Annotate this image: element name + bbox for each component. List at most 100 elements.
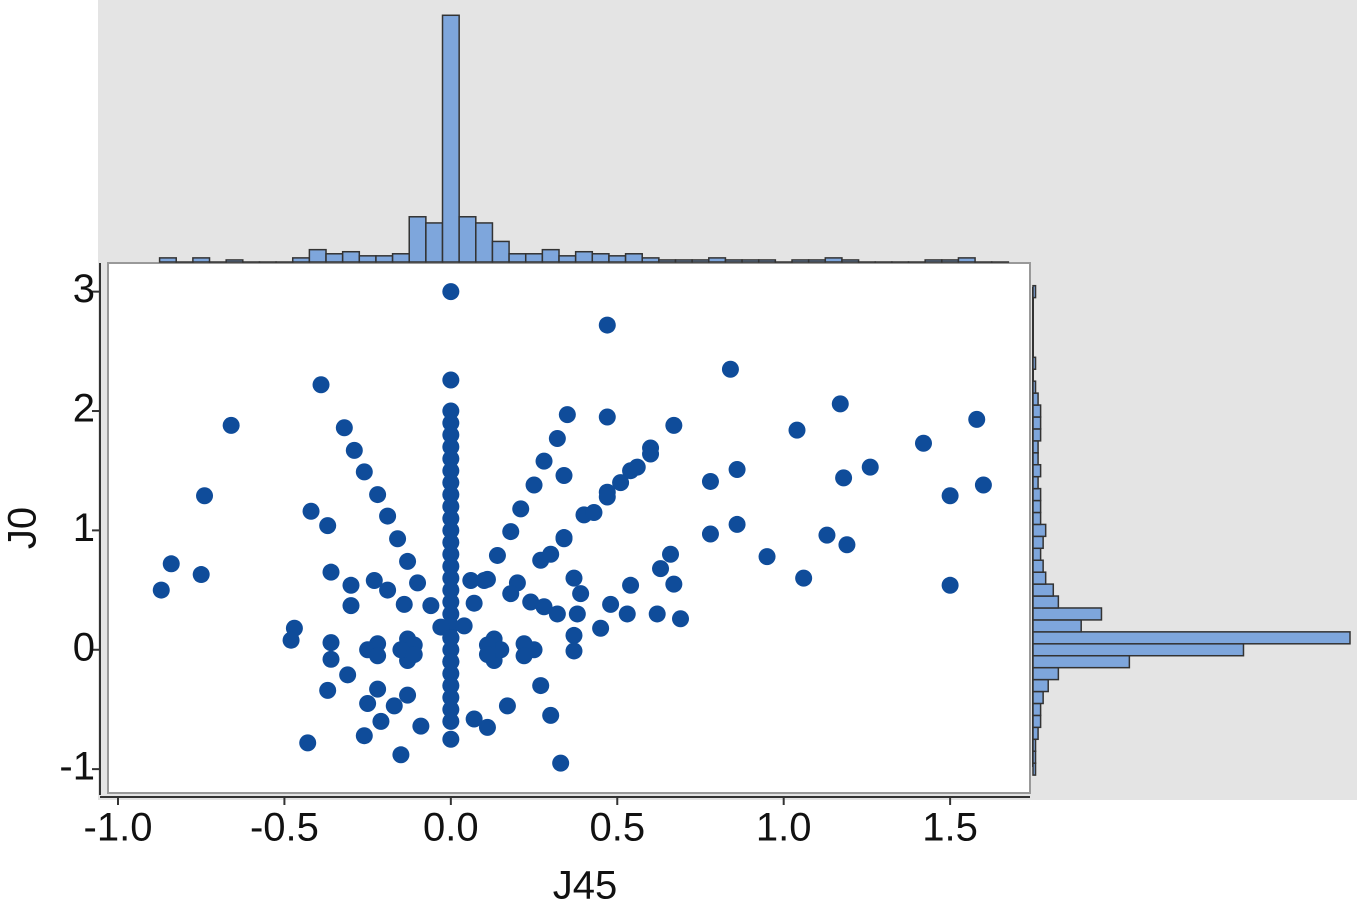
x-histogram-bar (642, 258, 659, 262)
x-histogram-bar (492, 241, 509, 262)
x-histogram-bar (709, 258, 726, 262)
x-histogram-bar (609, 256, 626, 262)
x-histogram-bar (692, 260, 709, 262)
point (479, 646, 496, 663)
x-histogram-bar (925, 260, 942, 262)
point (379, 508, 396, 525)
point (386, 697, 403, 714)
point (406, 646, 423, 663)
point (442, 653, 459, 670)
y-histogram-bar (1033, 656, 1129, 668)
point (729, 461, 746, 478)
x-histogram-bar (825, 258, 842, 262)
x-tick-label: 1.5 (922, 806, 978, 850)
point (476, 572, 493, 589)
x-histogram-bar (809, 260, 826, 262)
point (599, 408, 616, 425)
point (602, 596, 619, 613)
point (359, 695, 376, 712)
x-histogram-bar (226, 260, 243, 262)
x-histogram-bar (359, 256, 376, 262)
y-histogram-bar (1033, 715, 1041, 727)
y-tick-label: 1 (73, 506, 95, 550)
point (369, 647, 386, 664)
point (599, 317, 616, 334)
y-histogram-bar (1033, 429, 1041, 441)
point (283, 632, 300, 649)
x-tick-label: 1.0 (756, 806, 812, 850)
y-tick-label: 2 (73, 387, 95, 431)
point (342, 577, 359, 594)
x-histogram-bar (725, 260, 742, 262)
y-histogram-bar (1033, 584, 1053, 596)
point (652, 560, 669, 577)
x-histogram-bar (659, 260, 676, 262)
point (442, 629, 459, 646)
point (622, 577, 639, 594)
x-histogram-bar (160, 258, 177, 262)
y-histogram-bar (1033, 751, 1036, 763)
point (569, 605, 586, 622)
x-histogram-bar (742, 260, 759, 262)
y-histogram-bar (1033, 405, 1041, 417)
y-histogram-bar (1033, 680, 1048, 692)
x-tick-label: -0.5 (250, 806, 319, 850)
point (163, 555, 180, 572)
y-histogram-bar (1033, 560, 1043, 572)
point (323, 651, 340, 668)
y-histogram-bar (1033, 489, 1041, 501)
point (915, 435, 932, 452)
point (599, 488, 616, 505)
point (565, 642, 582, 659)
point (556, 530, 573, 547)
point (442, 713, 459, 730)
x-histogram-bar (509, 254, 526, 262)
point (672, 610, 689, 627)
point (422, 597, 439, 614)
y-histogram-bar (1033, 357, 1036, 369)
x-histogram-bar (842, 260, 859, 262)
x-tick-label: 0.0 (423, 806, 479, 850)
point (542, 546, 559, 563)
point (612, 474, 629, 491)
point (323, 634, 340, 651)
point (552, 755, 569, 772)
point (502, 523, 519, 540)
point (502, 585, 519, 602)
point (196, 487, 213, 504)
x-tick-label: 0.5 (589, 806, 645, 850)
x-histogram-bar (792, 260, 809, 262)
x-histogram-bar (676, 260, 693, 262)
x-histogram-bar (542, 250, 559, 262)
point (729, 516, 746, 533)
point (396, 596, 413, 613)
y-histogram-bar (1033, 572, 1046, 584)
y-histogram-bar (1033, 536, 1043, 548)
point (572, 585, 589, 602)
x-histogram-bar (443, 15, 460, 262)
point (838, 536, 855, 553)
x-histogram-bar (526, 254, 543, 262)
point (313, 376, 330, 393)
point (342, 597, 359, 614)
point (512, 500, 529, 517)
point (223, 417, 240, 434)
point (662, 546, 679, 563)
point (549, 430, 566, 447)
y-histogram-bar (1033, 417, 1041, 429)
point (556, 467, 573, 484)
point (319, 682, 336, 699)
x-histogram-bar (376, 256, 393, 262)
y-histogram-bar (1033, 596, 1058, 608)
y-histogram-bar (1033, 465, 1041, 477)
y-histogram-bar (1033, 512, 1041, 524)
point (942, 577, 959, 594)
x-histogram-bar (426, 223, 443, 262)
point (835, 469, 852, 486)
point (442, 731, 459, 748)
point (499, 697, 516, 714)
point (565, 570, 582, 587)
x-histogram-bar (409, 217, 426, 262)
x-tick-label: -1.0 (84, 806, 153, 850)
